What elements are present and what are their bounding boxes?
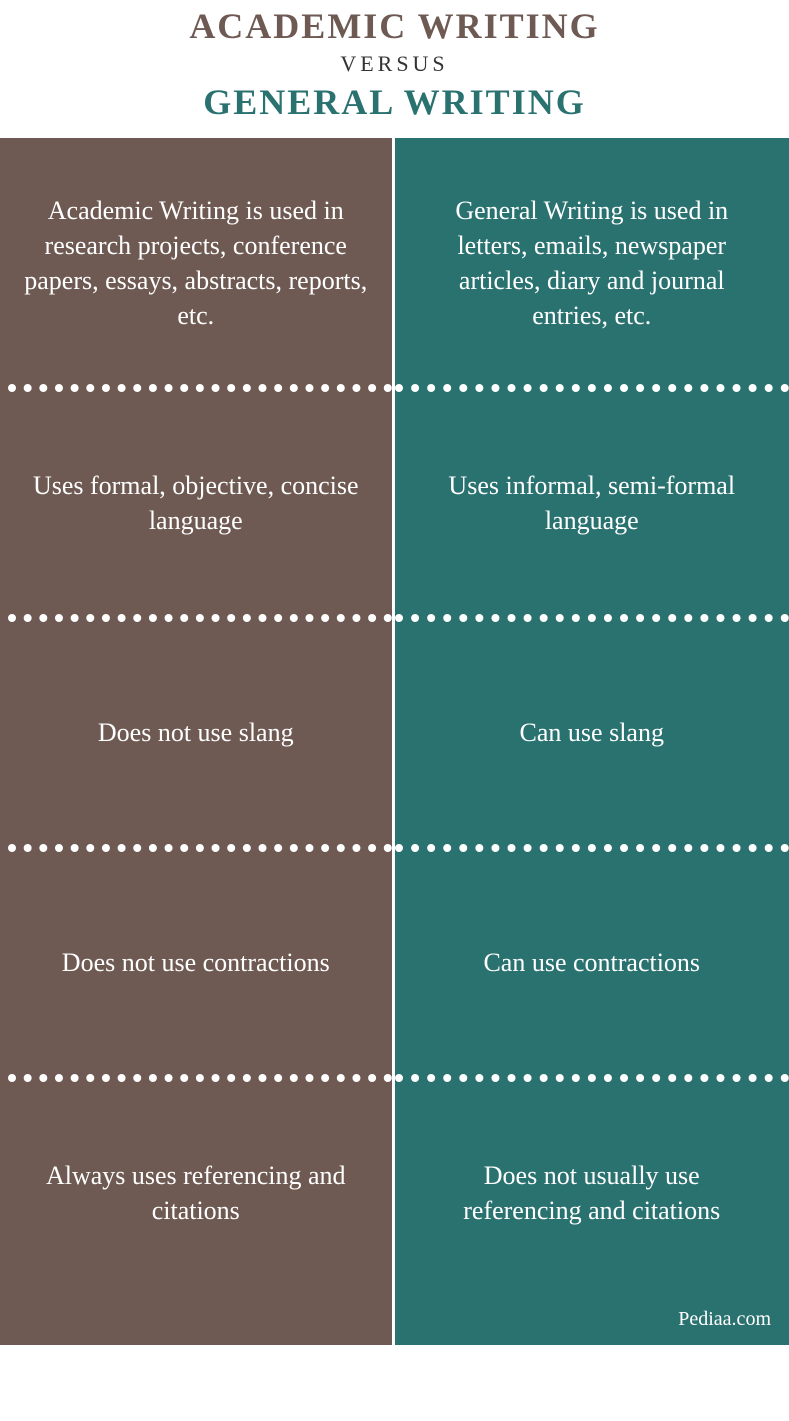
cell-academic: Does not use slang: [0, 618, 395, 848]
cell-general: Can use slang: [395, 618, 789, 848]
infographic-container: ACADEMIC WRITING VERSUS GENERAL WRITING …: [0, 0, 789, 1345]
table-row: Academic Writing is used in research pro…: [0, 138, 789, 388]
footer: Pediaa.com: [0, 1308, 789, 1345]
cell-general: Uses informal, semi-formal language: [395, 388, 789, 618]
cell-text: Can use slang: [520, 715, 664, 750]
cell-text: Does not use slang: [98, 715, 294, 750]
dotted-divider: [8, 1074, 392, 1082]
cell-text: Does not usually use referencing and cit…: [425, 1158, 760, 1228]
cell-text: Can use contractions: [483, 945, 700, 980]
title-academic: ACADEMIC WRITING: [0, 5, 789, 47]
dotted-divider: [8, 614, 392, 622]
cell-text: Uses informal, semi-formal language: [425, 468, 760, 538]
cell-text: Academic Writing is used in research pro…: [24, 193, 368, 333]
cell-general: Does not usually use referencing and cit…: [395, 1078, 789, 1308]
attribution: Pediaa.com: [395, 1308, 789, 1345]
cell-text: General Writing is used in letters, emai…: [419, 193, 766, 333]
cell-academic: Academic Writing is used in research pro…: [0, 138, 395, 388]
cell-academic: Uses formal, objective, concise language: [0, 388, 395, 618]
title-versus: VERSUS: [0, 51, 789, 77]
cell-text: Uses formal, objective, concise language: [30, 468, 362, 538]
table-row: Uses formal, objective, concise language…: [0, 388, 789, 618]
dotted-divider: [395, 1074, 789, 1082]
footer-left-bg: [0, 1308, 395, 1345]
dotted-divider: [8, 384, 392, 392]
cell-general: General Writing is used in letters, emai…: [395, 138, 789, 388]
cell-academic: Always uses referencing and citations: [0, 1078, 395, 1308]
dotted-divider: [395, 614, 789, 622]
dotted-divider: [395, 844, 789, 852]
dotted-divider: [395, 384, 789, 392]
table-row: Always uses referencing and citations Do…: [0, 1078, 789, 1308]
table-row: Does not use contractions Can use contra…: [0, 848, 789, 1078]
cell-text: Does not use contractions: [62, 945, 330, 980]
cell-text: Always uses referencing and citations: [30, 1158, 362, 1228]
cell-academic: Does not use contractions: [0, 848, 395, 1078]
cell-general: Can use contractions: [395, 848, 789, 1078]
title-general: GENERAL WRITING: [0, 81, 789, 123]
dotted-divider: [8, 844, 392, 852]
header: ACADEMIC WRITING VERSUS GENERAL WRITING: [0, 0, 789, 138]
comparison-table: Academic Writing is used in research pro…: [0, 138, 789, 1308]
table-row: Does not use slang Can use slang: [0, 618, 789, 848]
